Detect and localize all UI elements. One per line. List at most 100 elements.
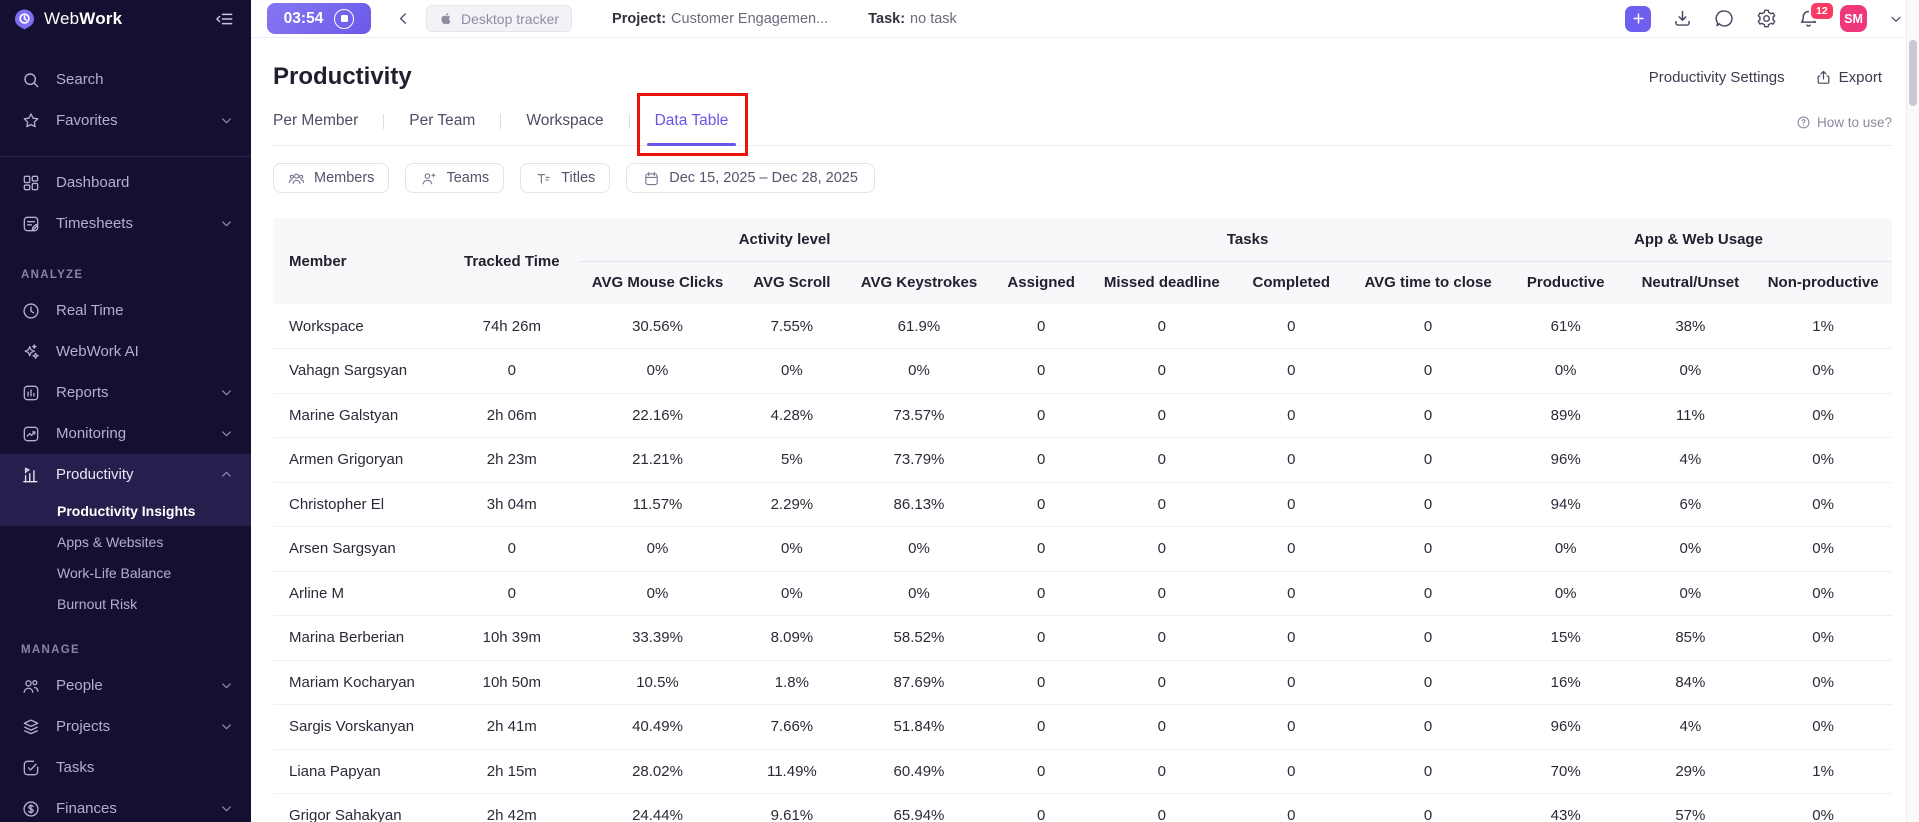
cell-missed-deadline: 0	[1092, 482, 1232, 527]
sidebar-subitem-apps-websites[interactable]: Apps & Websites	[57, 533, 164, 550]
column-header-tracked-time[interactable]: Tracked Time	[444, 218, 579, 304]
cell-completed: 0	[1231, 393, 1352, 438]
sidebar-item-favorites[interactable]: Favorites	[0, 100, 251, 141]
how-to-use-link[interactable]: How to use?	[1796, 115, 1892, 145]
filter-members-button[interactable]: Members	[273, 163, 390, 193]
task-field[interactable]: Task: no task	[868, 11, 957, 27]
cell-avg-mouse-clicks: 28.02%	[578, 749, 737, 794]
column-header-avg-time-to-close[interactable]: AVG time to close	[1351, 261, 1505, 304]
table-row-arline-m[interactable]: Arline M 0 0% 0% 0% 0 0 0 0 0% 0% 0%	[273, 571, 1892, 616]
column-header-avg-mouse-clicks[interactable]: AVG Mouse Clicks	[578, 261, 737, 304]
table-row-workspace[interactable]: Workspace 74h 26m 30.56% 7.55% 61.9% 0 0 0 0 61% 3…	[273, 304, 1892, 349]
filter-titles-button[interactable]: Titles	[520, 163, 611, 193]
table-row-grigor-sahakyan[interactable]: Grigor Sahakyan 2h 42m 24.44% 9.61% 65.94% 0 0…	[273, 793, 1892, 822]
timer-pill[interactable]: 03:54	[267, 3, 371, 34]
table-row-mariam-kocharyan[interactable]: Mariam Kocharyan 10h 50m 10.5% 1.8% 87.69% 0 0…	[273, 660, 1892, 705]
cell-tracked-time: 0	[444, 526, 579, 572]
column-header-neutral-unset[interactable]: Neutral/Unset	[1626, 261, 1755, 304]
settings-gear-icon[interactable]	[1756, 8, 1777, 29]
table-row-marina-berberian[interactable]: Marina Berberian 10h 39m 33.39% 8.09% 58.52%…	[273, 615, 1892, 661]
projects-icon	[21, 717, 41, 737]
table-row-marine-galstyan[interactable]: Marine Galstyan 2h 06m 22.16% 4.28% 73.57% 0 0…	[273, 393, 1892, 438]
cell-assigned: 0	[990, 704, 1093, 750]
column-header-productive[interactable]: Productive	[1504, 261, 1627, 304]
sidebar-item-projects[interactable]: Projects	[0, 706, 251, 747]
download-icon[interactable]	[1672, 8, 1693, 29]
topbar-actions: 12 SM	[1625, 1, 1904, 32]
column-header-non-productive[interactable]: Non-productive	[1754, 261, 1892, 304]
table-row-christopher-el[interactable]: Christopher El 3h 04m 11.57% 2.29% 86.13% 0 0 0…	[273, 482, 1892, 527]
column-header-avg-scroll[interactable]: AVG Scroll	[736, 261, 848, 304]
table-row-sargis-vorskanyan[interactable]: Sargis Vorskanyan 2h 41m 40.49% 7.66% 51.84%…	[273, 704, 1892, 750]
column-header-avg-keystrokes[interactable]: AVG Keystrokes	[847, 261, 991, 304]
sidebar-item-monitoring[interactable]: Monitoring	[0, 413, 251, 454]
notifications-bell-icon[interactable]: 12	[1798, 1, 1835, 29]
member-name: Workspace	[273, 304, 445, 349]
table-row-liana-papyan[interactable]: Liana Papyan 2h 15m 28.02% 11.49% 60.49% 0 0 0 0…	[273, 749, 1892, 794]
sidebar-item-finances[interactable]: Finances	[0, 788, 251, 822]
sidebar-item-webwork-ai[interactable]: WebWork AI	[0, 331, 251, 372]
sidebar-subitem-work-life-balance[interactable]: Work-Life Balance	[57, 564, 172, 581]
account-chevron-down-icon[interactable]	[1888, 11, 1904, 27]
sidebar-item-timesheets[interactable]: Timesheets	[0, 203, 251, 244]
sidebar-collapse-icon[interactable]	[215, 9, 235, 29]
column-header-assigned[interactable]: Assigned	[990, 261, 1093, 304]
column-header-missed-deadline[interactable]: Missed deadline	[1092, 261, 1232, 304]
member-name: Christopher El	[273, 482, 445, 527]
sidebar-item-label: Monitoring	[56, 425, 127, 442]
add-button[interactable]	[1625, 5, 1651, 32]
table-row-arsen-sargsyan[interactable]: Arsen Sargsyan 0 0% 0% 0% 0 0 0 0 0% 0% 0%	[273, 526, 1892, 572]
cell-productive: 0%	[1504, 571, 1627, 616]
tab-per-team[interactable]: Per Team	[409, 112, 476, 129]
sidebar-item-search[interactable]: Search	[0, 59, 251, 100]
cell-productive: 89%	[1504, 393, 1627, 438]
sidebar-item-real-time[interactable]: Real Time	[0, 290, 251, 331]
tab-workspace[interactable]: Workspace	[526, 112, 604, 129]
sidebar-item-tasks[interactable]: Tasks	[0, 747, 251, 788]
productivity-settings-button[interactable]: Productivity Settings	[1648, 68, 1785, 86]
sidebar: WebWork Search Favorites Dashboard Timeshee…	[0, 0, 251, 822]
star-icon	[21, 111, 41, 131]
avatar[interactable]: SM	[1840, 5, 1867, 32]
back-chevron-icon[interactable]	[395, 10, 412, 27]
sidebar-item-reports[interactable]: Reports	[0, 372, 251, 413]
tab-data-table[interactable]: Data Table	[636, 93, 749, 156]
cell-non-productive: 0%	[1754, 793, 1892, 822]
cell-avg-keystrokes: 51.84%	[847, 704, 991, 750]
cell-avg-mouse-clicks: 0%	[578, 571, 737, 616]
notification-badge: 12	[1809, 1, 1835, 21]
timer-value: 03:54	[283, 9, 324, 27]
export-button[interactable]: Export	[1815, 69, 1882, 86]
cell-avg-keystrokes: 87.69%	[847, 660, 991, 705]
column-header-member[interactable]: Member	[273, 218, 445, 304]
vertical-scrollbar[interactable]	[1906, 0, 1919, 822]
cell-missed-deadline: 0	[1092, 571, 1232, 616]
project-field[interactable]: Project: Customer Engagemen...	[612, 11, 828, 27]
table-row-armen-grigoryan[interactable]: Armen Grigoryan 2h 23m 21.21% 5% 73.79% 0 0 0 0 9…	[273, 437, 1892, 483]
cell-missed-deadline: 0	[1092, 348, 1232, 394]
sidebar-subitem-productivity-insights[interactable]: Productivity Insights	[0, 495, 251, 526]
tasks-icon	[21, 758, 41, 778]
tab-per-member[interactable]: Per Member	[273, 112, 359, 129]
filter-teams-button[interactable]: Teams	[405, 163, 505, 193]
sidebar-item-productivity[interactable]: Productivity	[0, 454, 251, 495]
group-header-activity-level: Activity level	[578, 218, 991, 262]
filter-date-range-button[interactable]: Dec 15, 2025 – Dec 28, 2025	[626, 163, 875, 193]
monitoring-icon	[21, 424, 41, 444]
sidebar-subitem-burnout-risk[interactable]: Burnout Risk	[57, 595, 138, 612]
scrollbar-thumb[interactable]	[1909, 40, 1917, 106]
cell-assigned: 0	[990, 348, 1093, 394]
sidebar-item-dashboard[interactable]: Dashboard	[0, 162, 251, 203]
table-row-vahagn-sargsyan[interactable]: Vahagn Sargsyan 0 0% 0% 0% 0 0 0 0 0% 0% 0%	[273, 348, 1892, 394]
cell-avg-scroll: 0%	[736, 348, 848, 394]
timer-stop-icon[interactable]	[334, 8, 355, 29]
column-header-completed[interactable]: Completed	[1231, 261, 1352, 304]
sidebar-item-label: Timesheets	[56, 215, 133, 232]
cell-avg-scroll: 0%	[736, 526, 848, 572]
cell-assigned: 0	[990, 437, 1093, 483]
cell-neutral-unset: 4%	[1626, 437, 1755, 483]
sidebar-item-people[interactable]: People	[0, 665, 251, 706]
cell-avg-keystrokes: 73.79%	[847, 437, 991, 483]
desktop-tracker-button[interactable]: Desktop tracker	[426, 5, 573, 32]
support-chat-icon[interactable]	[1714, 8, 1735, 29]
